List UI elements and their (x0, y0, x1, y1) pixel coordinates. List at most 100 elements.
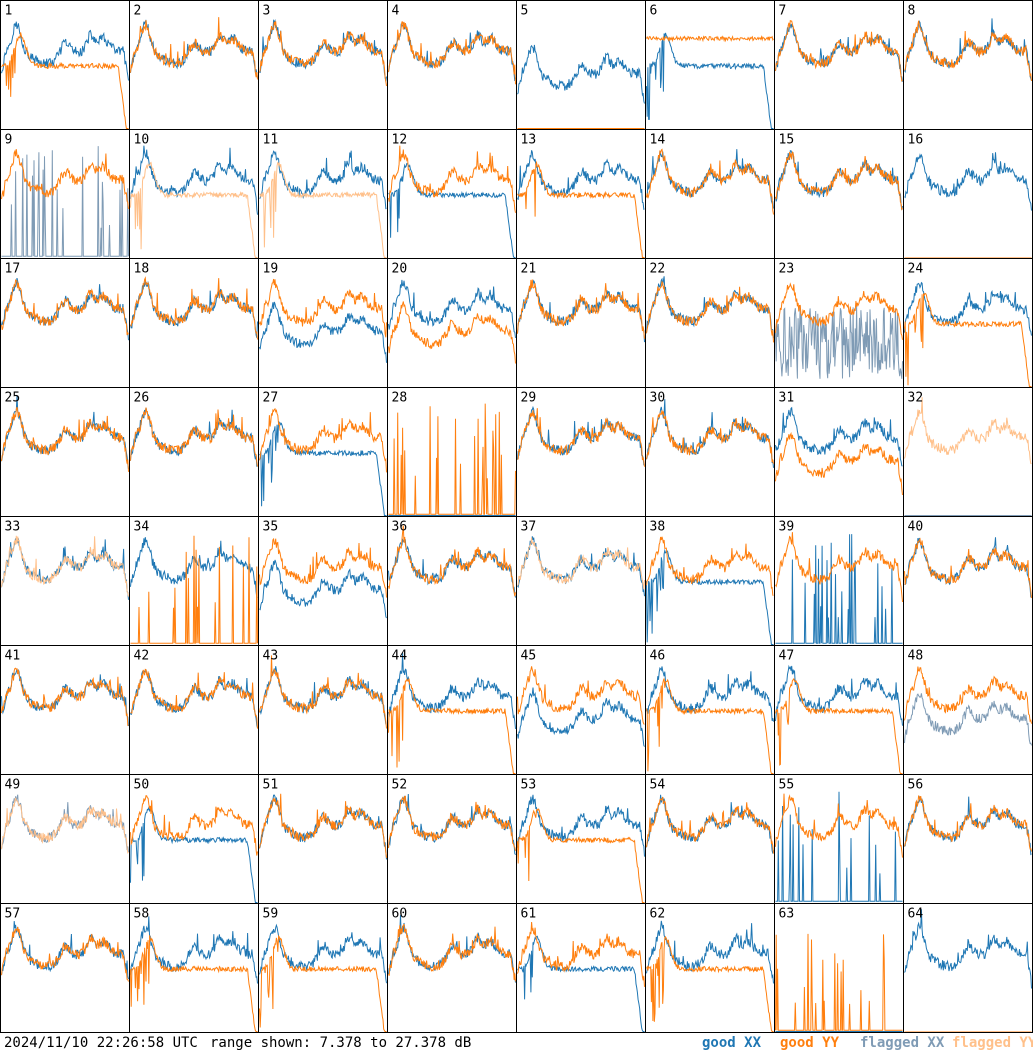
panel-31: 31 (774, 387, 904, 517)
series-yy-panel-48 (904, 666, 1032, 724)
panel-frame-40 (903, 516, 1033, 646)
panel-label-19: 19 (263, 262, 279, 277)
panel-label-52: 52 (392, 778, 408, 793)
panel-frame-22 (645, 258, 775, 388)
panel-label-5: 5 (521, 4, 529, 19)
panel-label-24: 24 (908, 262, 924, 277)
series-xx-panel-22 (646, 276, 774, 339)
panel-frame-52 (387, 774, 517, 904)
series-xx-panel-16 (904, 152, 1032, 211)
series-yy-panel-42 (130, 668, 258, 729)
series-xx-panel-48 (904, 693, 1032, 746)
panel-label-31: 31 (779, 391, 795, 406)
panel-frame-43 (258, 645, 388, 775)
panel-label-28: 28 (392, 391, 408, 406)
panel-frame-47 (774, 645, 904, 775)
series-xx-panel-9 (1, 146, 129, 257)
series-xx-panel-57 (1, 921, 129, 980)
series-yy-panel-25 (1, 406, 129, 472)
panel-27: 27 (258, 387, 388, 517)
panel-label-56: 56 (908, 778, 924, 793)
panel-55: 55 (774, 774, 904, 904)
series-yy-panel-58 (130, 935, 258, 1032)
panel-label-2: 2 (134, 4, 142, 19)
panel-label-35: 35 (263, 520, 279, 535)
series-yy-panel-2 (130, 17, 258, 80)
series-yy-panel-7 (775, 19, 903, 82)
series-yy-panel-21 (517, 279, 645, 339)
panel-label-4: 4 (392, 4, 400, 19)
series-xx-panel-36 (388, 537, 516, 598)
panel-frame-60 (387, 903, 517, 1033)
series-yy-panel-9 (1, 149, 129, 209)
legend-flagged-xx: flagged XX (860, 1035, 945, 1051)
panel-frame-56 (903, 774, 1033, 904)
series-xx-panel-30 (646, 399, 774, 468)
panel-frame-57 (0, 903, 130, 1033)
series-xx-panel-53 (517, 794, 645, 857)
panel-56: 56 (903, 774, 1033, 904)
panel-label-33: 33 (5, 520, 21, 535)
panel-frame-1 (0, 0, 130, 130)
panel-label-58: 58 (134, 907, 150, 922)
panel-frame-28 (387, 387, 517, 517)
series-yy-panel-33 (1, 535, 129, 597)
panel-frame-8 (903, 0, 1033, 130)
series-xx-panel-42 (130, 669, 258, 728)
series-yy-panel-59 (259, 934, 387, 1032)
panel-22: 22 (645, 258, 775, 388)
series-xx-panel-3 (259, 18, 387, 82)
panel-frame-48 (903, 645, 1033, 775)
series-xx-panel-11 (259, 150, 387, 210)
panel-21: 21 (516, 258, 646, 388)
panel-2: 2 (129, 0, 259, 130)
series-xx-panel-40 (904, 537, 1032, 598)
panel-19: 19 (258, 258, 388, 388)
panel-label-47: 47 (779, 649, 795, 664)
series-xx-panel-44 (388, 652, 516, 729)
panel-12: 12 (387, 129, 517, 259)
panel-54: 54 (645, 774, 775, 904)
series-xx-panel-62 (646, 920, 774, 984)
series-xx-panel-37 (517, 536, 645, 597)
series-yy-panel-38 (646, 536, 774, 596)
panel-59: 59 (258, 903, 388, 1033)
panel-label-43: 43 (263, 649, 279, 664)
panel-45: 45 (516, 645, 646, 775)
series-yy-panel-13 (517, 160, 645, 258)
series-yy-panel-41 (1, 667, 129, 727)
series-yy-panel-15 (775, 151, 903, 211)
series-xx-panel-14 (646, 149, 774, 209)
panel-frame-51 (258, 774, 388, 904)
legend-good-xx: good XX (702, 1035, 762, 1051)
series-yy-panel-3 (259, 21, 387, 87)
series-yy-panel-29 (517, 408, 645, 467)
panel-61: 61 (516, 903, 646, 1033)
panel-label-14: 14 (650, 133, 666, 148)
series-yy-panel-6 (646, 35, 774, 43)
series-yy-panel-46 (646, 678, 774, 774)
series-yy-panel-26 (130, 407, 258, 467)
series-yy-panel-31 (775, 431, 903, 496)
panel-label-9: 9 (5, 133, 13, 148)
series-xx-panel-58 (130, 916, 258, 984)
panel-label-7: 7 (779, 4, 787, 19)
panel-9: 9 (0, 129, 130, 259)
panel-64: 64 (903, 903, 1033, 1033)
panel-label-64: 64 (908, 907, 924, 922)
panel-13: 13 (516, 129, 646, 259)
panel-label-30: 30 (650, 391, 666, 406)
panel-label-62: 62 (650, 907, 666, 922)
panel-label-49: 49 (5, 778, 21, 793)
panel-43: 43 (258, 645, 388, 775)
panel-frame-29 (516, 387, 646, 517)
panel-47: 47 (774, 645, 904, 775)
panel-frame-33 (0, 516, 130, 646)
panel-frame-41 (0, 645, 130, 775)
panel-6: 6 (645, 0, 775, 130)
panel-label-39: 39 (779, 520, 795, 535)
panel-frame-21 (516, 258, 646, 388)
panel-label-60: 60 (392, 907, 408, 922)
series-yy-panel-60 (388, 923, 516, 982)
series-xx-panel-2 (130, 19, 258, 78)
